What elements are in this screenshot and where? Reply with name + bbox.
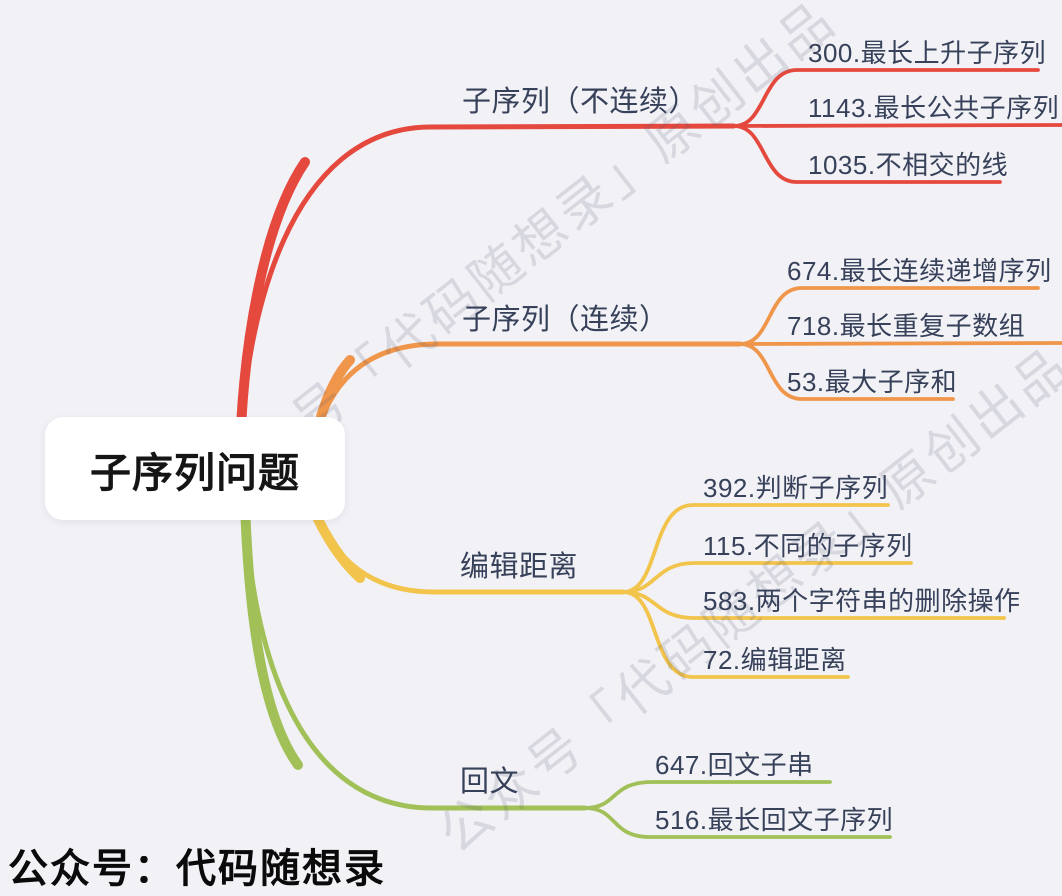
child-connector — [621, 503, 890, 594]
child-connector — [738, 342, 955, 401]
branch-red-curve — [237, 123, 737, 455]
child-connector — [732, 124, 1002, 184]
branch-orange-curve — [309, 341, 743, 458]
branch-green-curve-thick — [240, 500, 303, 770]
branch-label-subsequence-continuous[interactable]: 子序列（连续） — [462, 304, 669, 336]
child-topic[interactable]: 583.两个字符串的删除操作 — [703, 586, 1021, 616]
child-connector — [738, 341, 1062, 346]
child-topic[interactable]: 115.不同的子序列 — [703, 531, 913, 561]
branch-red-curve-thick — [235, 157, 310, 457]
child-topic[interactable]: 516.最长回文子序列 — [655, 805, 894, 835]
child-connector — [621, 561, 913, 594]
child-connector — [732, 123, 1062, 128]
child-topic[interactable]: 718.最长重复子数组 — [787, 311, 1026, 341]
child-topic[interactable]: 53.最大子序和 — [787, 367, 958, 397]
signature-text: 公众号：代码随想录 — [8, 845, 386, 892]
branch-label-palindrome[interactable]: 回文 — [460, 766, 520, 798]
child-topic[interactable]: 1143.最长公共子序列 — [808, 93, 1060, 123]
root-node-label: 子序列问题 — [90, 449, 300, 496]
child-topic[interactable]: 72.编辑距离 — [703, 645, 847, 675]
child-connector — [621, 590, 850, 679]
child-connector — [738, 286, 1040, 346]
child-connector — [583, 806, 892, 839]
child-topic[interactable]: 674.最长连续递增序列 — [787, 256, 1052, 286]
child-connector — [732, 68, 1040, 128]
root-node[interactable]: 子序列问题 — [45, 417, 345, 520]
child-topic[interactable]: 300.最长上升子序列 — [808, 38, 1047, 68]
branch-label-subsequence-noncontinuous[interactable]: 子序列（不连续） — [462, 86, 699, 118]
child-topic[interactable]: 1035.不相交的线 — [808, 150, 1009, 180]
child-topic[interactable]: 392.判断子序列 — [703, 473, 889, 503]
branch-label-edit-distance[interactable]: 编辑距离 — [460, 551, 579, 583]
child-connector — [583, 780, 832, 810]
child-topic[interactable]: 647.回文子串 — [655, 750, 814, 780]
